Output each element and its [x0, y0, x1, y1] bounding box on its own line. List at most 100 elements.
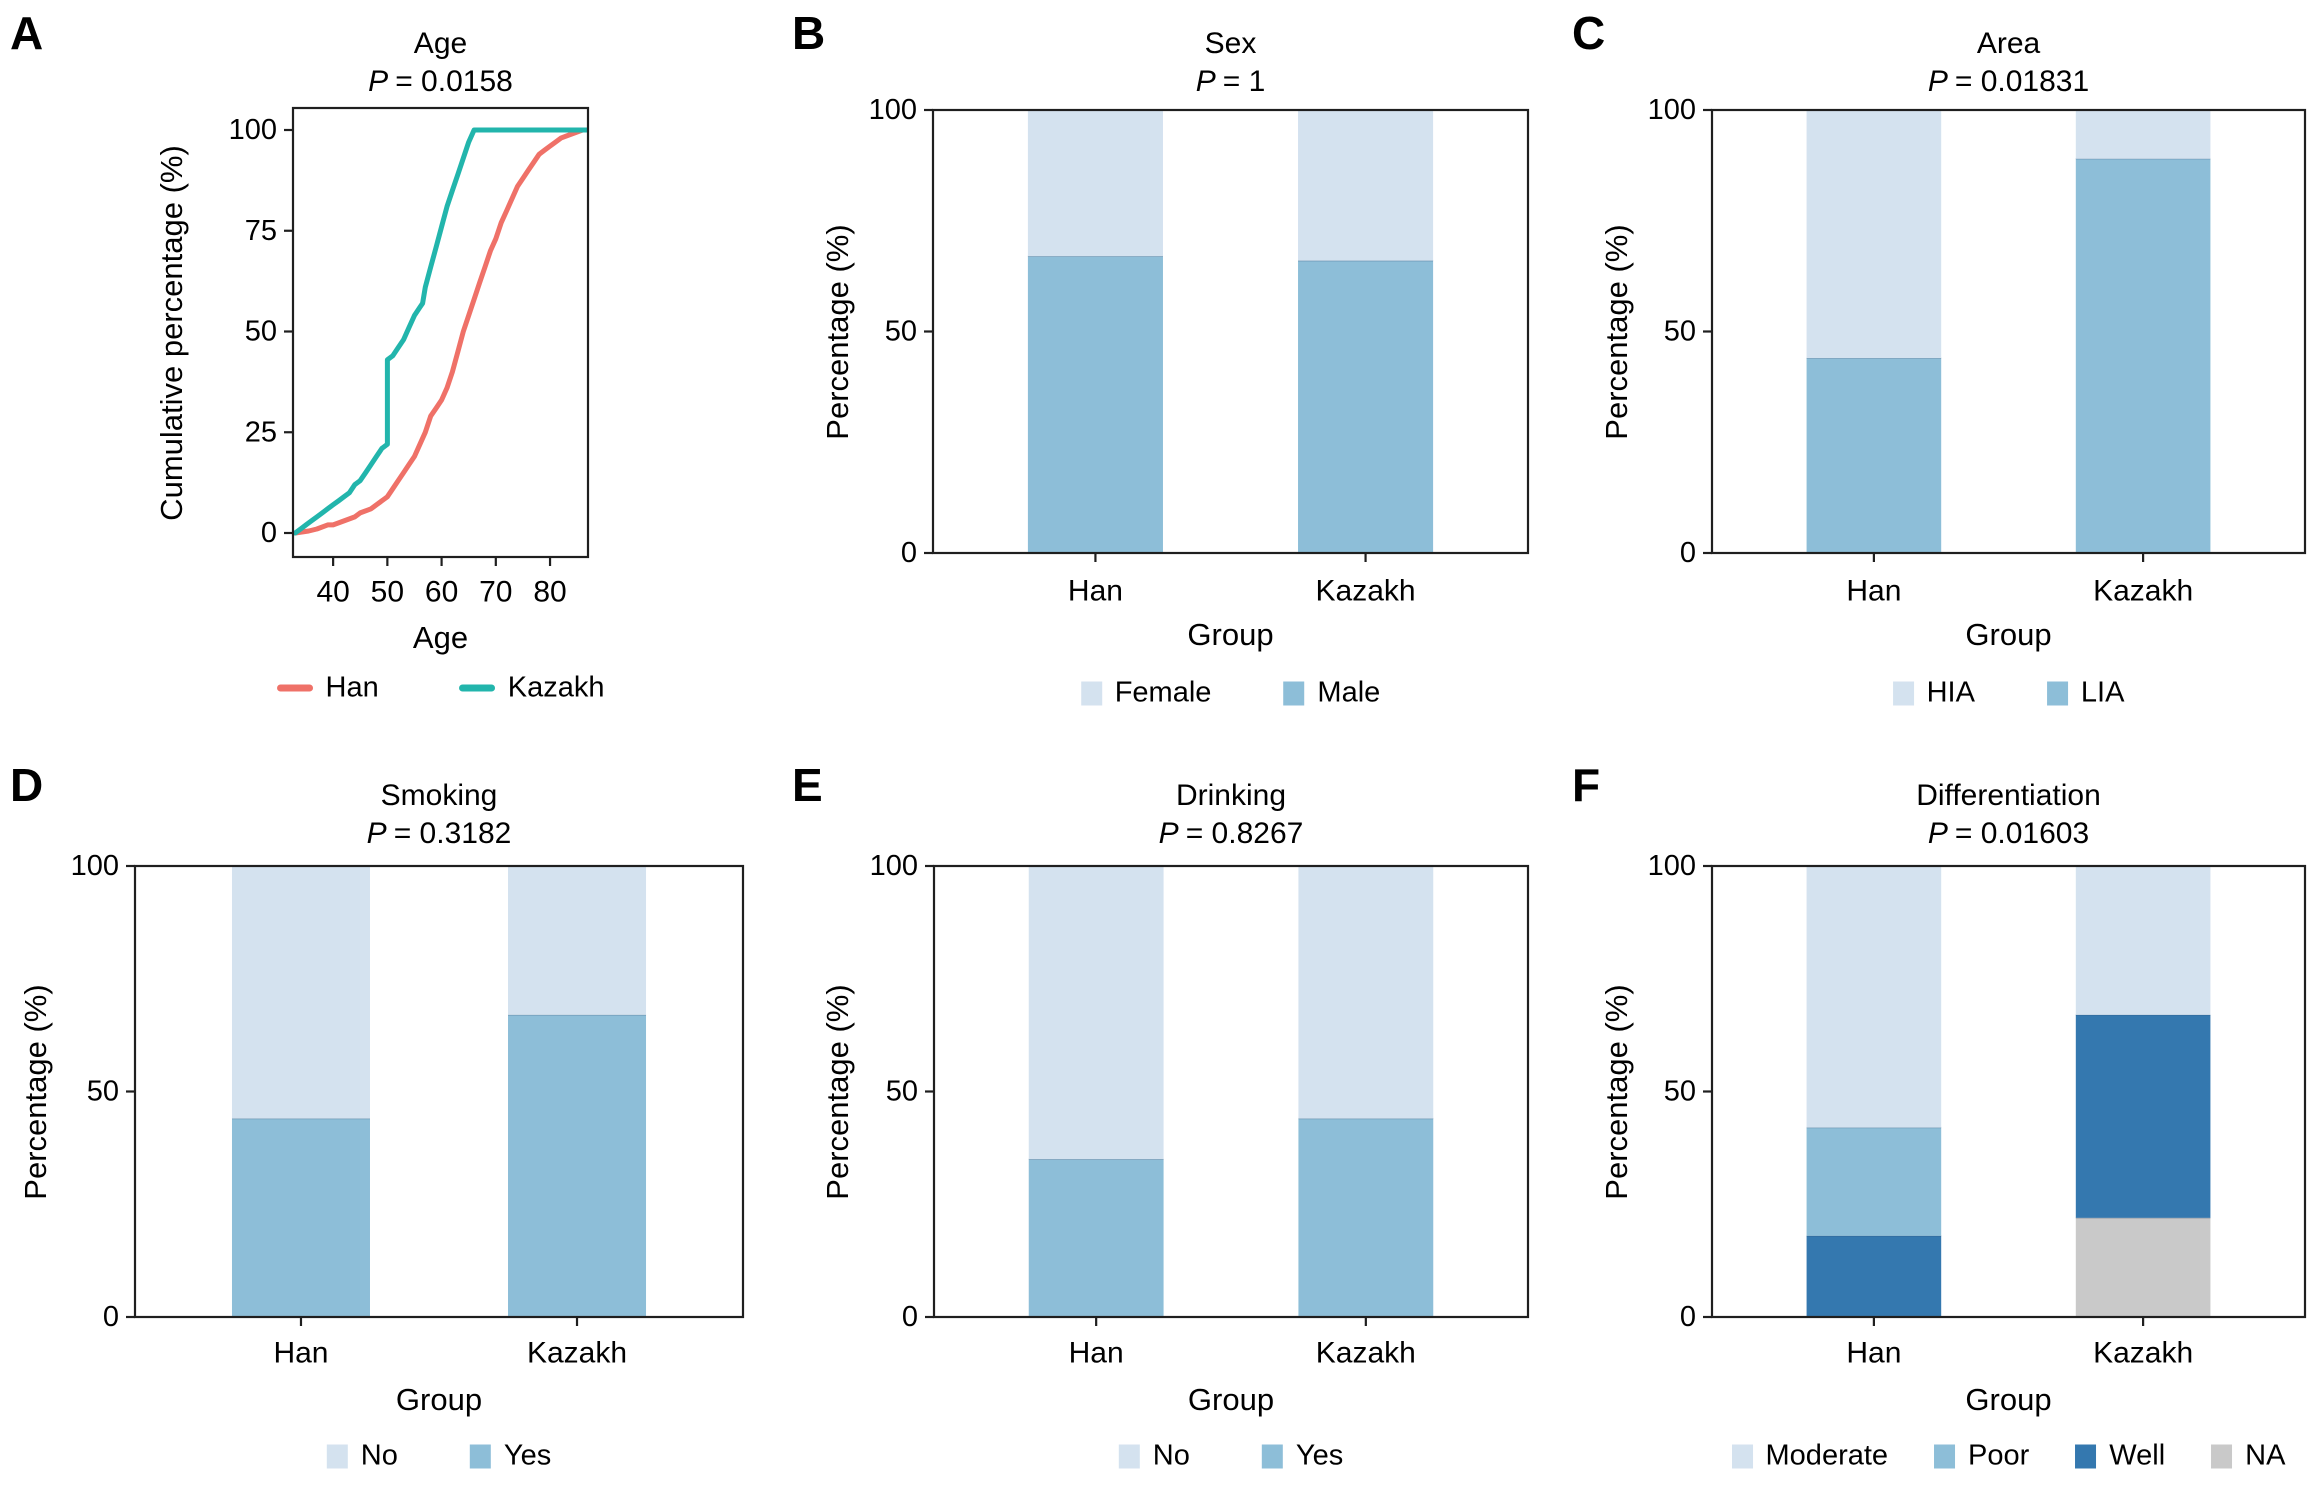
- p-value: P = 0.01603: [1928, 817, 2089, 851]
- y-tick-label: 0: [103, 1301, 119, 1333]
- p-value: P = 0.3182: [367, 817, 512, 851]
- x-tick-label: Han: [1069, 1337, 1124, 1370]
- legend-item-kazakh: Kazakh: [458, 671, 605, 705]
- legend-swatch-icon: [2211, 1444, 2233, 1468]
- y-tick-label: 0: [902, 1301, 918, 1333]
- bar-han-yes: [231, 1118, 370, 1317]
- bar-kazakh-yes: [508, 1014, 647, 1317]
- legend-item-female: Female: [1080, 676, 1212, 710]
- y-tick-label: 50: [886, 1076, 918, 1108]
- legend-label: Kazakh: [507, 671, 605, 704]
- bar-han-poor: [1806, 1127, 1942, 1236]
- legend-label: Female: [1114, 676, 1212, 709]
- panel-sex: B Sex P = 1 Percentage (%) 0 50 100 Han Kazak…: [780, 0, 1560, 744]
- legend-swatch-icon: [1261, 1444, 1283, 1468]
- y-tick-label: 50: [87, 1076, 119, 1108]
- legend-label: Poor: [1968, 1439, 2030, 1472]
- y-tick-label: 50: [245, 316, 277, 348]
- y-tick-label: 100: [1648, 94, 1696, 126]
- x-tick-label: 50: [371, 576, 404, 609]
- panel-letter: A: [10, 7, 45, 59]
- y-tick-label: 50: [1664, 316, 1696, 348]
- legend: Han Kazakh: [276, 671, 605, 705]
- legend-label: Yes: [503, 1439, 552, 1472]
- p-symbol: P: [366, 817, 387, 850]
- p-rest: = 0.01831: [1954, 65, 2090, 98]
- legend-item-no: No: [326, 1439, 398, 1473]
- y-tick-label: 100: [229, 114, 277, 146]
- legend-item-male: Male: [1283, 677, 1380, 710]
- plot-area: 0 50 100 Han Kazakh: [870, 850, 1530, 1370]
- x-axis-label: Group: [1965, 1382, 2052, 1417]
- legend-label: HIA: [1926, 676, 1975, 709]
- y-tick-label: 100: [1648, 850, 1696, 882]
- p-value: P = 0.8267: [1159, 817, 1304, 851]
- x-axis-label: Group: [1187, 617, 1274, 652]
- bar-kazakh-yes: [1298, 1118, 1434, 1317]
- y-tick-label: 0: [1680, 537, 1696, 569]
- legend-swatch-icon: [1934, 1444, 1956, 1468]
- legend: HIA LIA: [1892, 676, 2125, 710]
- legend-swatch-icon: [1118, 1444, 1140, 1468]
- panel-letter: F: [1572, 759, 1602, 811]
- plot-area: 0 25 50 75 100 40 50 60 70 80: [229, 106, 590, 609]
- legend-swatch-icon: [1892, 681, 1914, 705]
- x-tick-label: Han: [1846, 1337, 1901, 1370]
- legend: Moderate Poor Well NA: [1731, 1439, 2285, 1473]
- y-tick-label: 0: [1680, 1301, 1696, 1333]
- ecdf-curve-han: [293, 127, 588, 536]
- bar-han-hia: [1806, 110, 1942, 359]
- p-symbol: P: [1927, 817, 1948, 850]
- plot-border: [133, 864, 745, 1319]
- y-tick-label: 50: [1664, 1076, 1696, 1108]
- bar-han-female: [1027, 110, 1163, 257]
- y-tick-label: 100: [71, 850, 119, 882]
- legend-label: Moderate: [1765, 1439, 1889, 1472]
- bar-han-no: [1028, 866, 1164, 1160]
- panel-title: Drinking: [1175, 779, 1287, 812]
- plot-border: [291, 106, 590, 559]
- p-value: P = 1: [1196, 65, 1266, 99]
- panel-letter: B: [792, 7, 827, 59]
- panel-differentiation: F Differentiation P = 0.01603 Percentage …: [1560, 744, 2317, 1488]
- legend-swatch-icon: [1283, 681, 1305, 705]
- x-tick-label: Han: [273, 1337, 328, 1370]
- p-symbol: P: [1158, 817, 1179, 850]
- legend: No Yes: [326, 1439, 552, 1473]
- panel-drinking: E Drinking P = 0.8267 Percentage (%) 0 50 1…: [780, 744, 1560, 1488]
- x-tick-label: 60: [425, 576, 458, 609]
- legend-label: Well: [2109, 1439, 2166, 1472]
- legend-item-moderate: Moderate: [1731, 1439, 1889, 1473]
- plot-area: 0 50 100 Han Kazakh: [71, 850, 745, 1370]
- p-value: P = 0.0158: [368, 65, 513, 99]
- x-tick-label: Kazakh: [1316, 575, 1416, 608]
- panel-letter: D: [10, 759, 45, 811]
- legend-swatch-icon: [2075, 1444, 2097, 1468]
- legend-label: LIA: [2080, 676, 2125, 709]
- legend-item-yes: Yes: [1261, 1439, 1344, 1473]
- x-axis-label: Group: [1965, 617, 2052, 652]
- x-tick-label: 80: [533, 576, 566, 609]
- legend-label: No: [360, 1439, 398, 1472]
- bar-kazakh-na: [2075, 1217, 2211, 1317]
- p-symbol: P: [368, 65, 389, 98]
- bar-kazakh-hia: [2075, 110, 2211, 159]
- p-rest: = 0.0158: [395, 65, 513, 98]
- legend-item-poor: Poor: [1934, 1440, 2029, 1473]
- legend-swatch-icon: [1731, 1444, 1753, 1468]
- bar-han-no: [231, 866, 370, 1119]
- legend-item-na: NA: [2211, 1440, 2285, 1473]
- x-tick-label: Kazakh: [1316, 1337, 1416, 1370]
- p-rest: = 0.3182: [393, 817, 512, 850]
- bar-kazakh-lia: [2075, 158, 2211, 554]
- plot-border: [932, 864, 1530, 1319]
- plot-border: [1710, 864, 2307, 1319]
- x-tick-label: 70: [479, 576, 512, 609]
- panel-letter: E: [792, 759, 824, 811]
- legend-label: Yes: [1295, 1439, 1344, 1472]
- x-axis-label: Age: [412, 620, 469, 655]
- p-rest: = 1: [1222, 65, 1266, 98]
- y-tick-label: 100: [870, 850, 918, 882]
- bar-han-male: [1027, 256, 1163, 553]
